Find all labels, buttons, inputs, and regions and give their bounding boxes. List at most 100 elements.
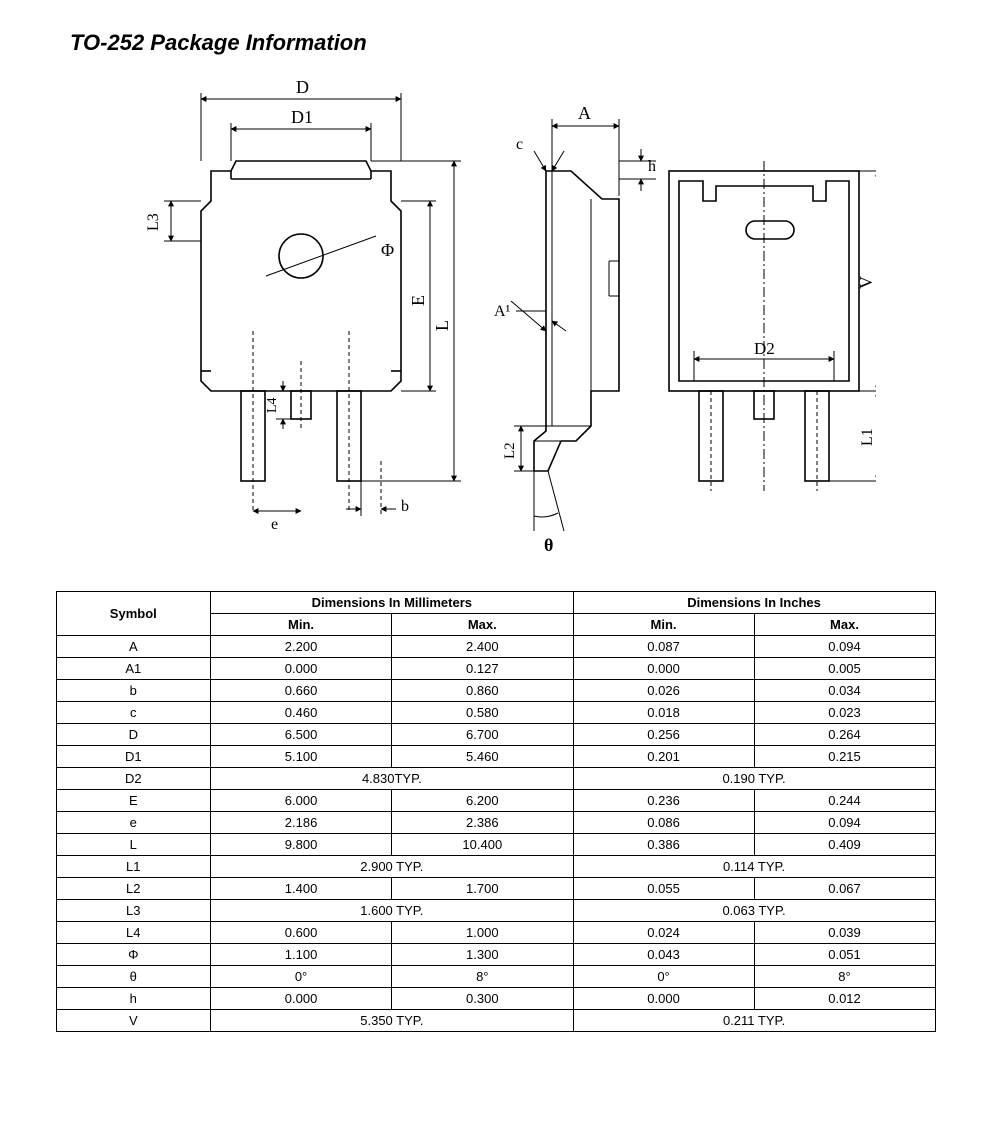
table-row: D24.830TYP.0.190 TYP. xyxy=(56,768,935,790)
table-row: b0.6600.8600.0260.034 xyxy=(56,680,935,702)
cell-in_max: 0.094 xyxy=(754,812,935,834)
cell-symbol: A1 xyxy=(56,658,211,680)
cell-in_min: 0.018 xyxy=(573,702,754,724)
cell-mm_max: 10.400 xyxy=(392,834,574,856)
cell-in_max: 0.051 xyxy=(754,944,935,966)
cell-mm_max: 8° xyxy=(392,966,574,988)
dim-label-L3: L3 xyxy=(145,213,162,231)
th-in-min: Min. xyxy=(573,614,754,636)
cell-mm-typ: 2.900 TYP. xyxy=(211,856,573,878)
table-row: h0.0000.3000.0000.012 xyxy=(56,988,935,1010)
page-title: TO-252 Package Information xyxy=(70,30,951,56)
cell-symbol: h xyxy=(56,988,211,1010)
table-row: e2.1862.3860.0860.094 xyxy=(56,812,935,834)
cell-symbol: D1 xyxy=(56,746,211,768)
table-row: A10.0000.1270.0000.005 xyxy=(56,658,935,680)
cell-in_max: 0.215 xyxy=(754,746,935,768)
cell-in_max: 0.005 xyxy=(754,658,935,680)
dim-label-D: D xyxy=(296,77,309,97)
th-mm-max: Max. xyxy=(392,614,574,636)
cell-mm_min: 0° xyxy=(211,966,392,988)
table-row: L9.80010.4000.3860.409 xyxy=(56,834,935,856)
dim-label-c: c xyxy=(516,136,523,153)
dim-label-b: b xyxy=(401,498,409,515)
cell-in_min: 0.256 xyxy=(573,724,754,746)
cell-symbol: b xyxy=(56,680,211,702)
cell-mm_min: 2.186 xyxy=(211,812,392,834)
cell-mm_max: 6.200 xyxy=(392,790,574,812)
dim-label-phi: Φ xyxy=(381,240,394,260)
dim-label-D1: D1 xyxy=(291,107,313,127)
cell-symbol: L4 xyxy=(56,922,211,944)
cell-in_min: 0.386 xyxy=(573,834,754,856)
cell-mm_max: 0.300 xyxy=(392,988,574,1010)
cell-symbol: V xyxy=(56,1010,211,1032)
cell-symbol: c xyxy=(56,702,211,724)
cell-symbol: L1 xyxy=(56,856,211,878)
cell-symbol: L xyxy=(56,834,211,856)
cell-symbol: e xyxy=(56,812,211,834)
cell-symbol: D2 xyxy=(56,768,211,790)
cell-mm_min: 0.600 xyxy=(211,922,392,944)
cell-symbol: L2 xyxy=(56,878,211,900)
cell-in_max: 0.409 xyxy=(754,834,935,856)
cell-in_max: 0.023 xyxy=(754,702,935,724)
table-row: θ0°8°0°8° xyxy=(56,966,935,988)
table-row: L40.6001.0000.0240.039 xyxy=(56,922,935,944)
table-row: E6.0006.2000.2360.244 xyxy=(56,790,935,812)
cell-in-typ: 0.063 TYP. xyxy=(573,900,935,922)
cell-mm_min: 2.200 xyxy=(211,636,392,658)
cell-in_max: 0.067 xyxy=(754,878,935,900)
dim-label-D2: D2 xyxy=(754,339,775,358)
cell-in_min: 0° xyxy=(573,966,754,988)
th-mm-min: Min. xyxy=(211,614,392,636)
cell-mm_max: 1.700 xyxy=(392,878,574,900)
cell-in_min: 0.043 xyxy=(573,944,754,966)
cell-in_max: 0.012 xyxy=(754,988,935,1010)
cell-mm_min: 1.400 xyxy=(211,878,392,900)
cell-mm_max: 2.386 xyxy=(392,812,574,834)
dim-label-e: e xyxy=(271,516,278,533)
dimensions-table: Symbol Dimensions In Millimeters Dimensi… xyxy=(56,591,936,1032)
cell-in_min: 0.026 xyxy=(573,680,754,702)
dim-label-L2: L2 xyxy=(502,442,518,459)
cell-mm_min: 0.000 xyxy=(211,988,392,1010)
cell-mm_min: 6.000 xyxy=(211,790,392,812)
table-row: c0.4600.5800.0180.023 xyxy=(56,702,935,724)
cell-mm_max: 0.580 xyxy=(392,702,574,724)
cell-mm_max: 1.000 xyxy=(392,922,574,944)
cell-in_min: 0.087 xyxy=(573,636,754,658)
dim-label-A: A xyxy=(578,103,591,123)
cell-in_min: 0.236 xyxy=(573,790,754,812)
dim-label-h: h xyxy=(648,158,656,175)
cell-in_min: 0.086 xyxy=(573,812,754,834)
dim-label-E: E xyxy=(408,295,428,306)
table-body: A2.2002.4000.0870.094A10.0000.1270.0000.… xyxy=(56,636,935,1032)
cell-in_min: 0.000 xyxy=(573,988,754,1010)
th-in: Dimensions In Inches xyxy=(573,592,935,614)
table-row: L12.900 TYP.0.114 TYP. xyxy=(56,856,935,878)
table-row: Φ1.1001.3000.0430.051 xyxy=(56,944,935,966)
table-row: A2.2002.4000.0870.094 xyxy=(56,636,935,658)
cell-in_min: 0.201 xyxy=(573,746,754,768)
cell-mm-typ: 4.830TYP. xyxy=(211,768,573,790)
cell-in-typ: 0.190 TYP. xyxy=(573,768,935,790)
cell-mm_min: 9.800 xyxy=(211,834,392,856)
cell-mm_max: 0.127 xyxy=(392,658,574,680)
cell-mm_max: 2.400 xyxy=(392,636,574,658)
cell-in_max: 0.264 xyxy=(754,724,935,746)
th-symbol: Symbol xyxy=(56,592,211,636)
cell-mm-typ: 1.600 TYP. xyxy=(211,900,573,922)
package-diagram: D D1 L3 Φ E L L4 e xyxy=(116,71,876,561)
cell-symbol: E xyxy=(56,790,211,812)
cell-symbol: θ xyxy=(56,966,211,988)
cell-mm_min: 5.100 xyxy=(211,746,392,768)
cell-mm_max: 1.300 xyxy=(392,944,574,966)
cell-in_max: 0.094 xyxy=(754,636,935,658)
table-row: D15.1005.4600.2010.215 xyxy=(56,746,935,768)
dim-label-theta: θ xyxy=(544,535,553,555)
cell-mm-typ: 5.350 TYP. xyxy=(211,1010,573,1032)
cell-mm_min: 6.500 xyxy=(211,724,392,746)
cell-symbol: D xyxy=(56,724,211,746)
cell-in_max: 8° xyxy=(754,966,935,988)
